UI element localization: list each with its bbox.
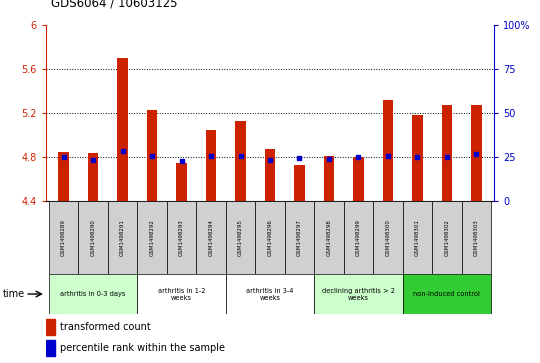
Bar bbox=[108, 201, 137, 274]
Text: declining arthritis > 2
weeks: declining arthritis > 2 weeks bbox=[322, 287, 395, 301]
Text: GSM1498303: GSM1498303 bbox=[474, 219, 479, 256]
Text: GSM1498297: GSM1498297 bbox=[297, 219, 302, 256]
Bar bbox=[46, 340, 55, 356]
Bar bbox=[314, 274, 403, 314]
Bar bbox=[294, 165, 305, 201]
Text: GSM1498300: GSM1498300 bbox=[386, 219, 390, 256]
Text: non-induced control: non-induced control bbox=[414, 291, 481, 297]
Bar bbox=[137, 201, 167, 274]
Bar bbox=[226, 274, 314, 314]
Text: time: time bbox=[3, 289, 25, 299]
Text: GSM1498298: GSM1498298 bbox=[327, 219, 332, 256]
Bar bbox=[314, 201, 344, 274]
Text: GSM1498294: GSM1498294 bbox=[208, 219, 213, 256]
Bar bbox=[196, 201, 226, 274]
Bar bbox=[265, 149, 275, 201]
Bar bbox=[235, 121, 246, 201]
Bar bbox=[49, 201, 78, 274]
Text: arthritis in 1-2
weeks: arthritis in 1-2 weeks bbox=[158, 287, 205, 301]
Text: GSM1498295: GSM1498295 bbox=[238, 219, 243, 256]
Text: arthritis in 0-3 days: arthritis in 0-3 days bbox=[60, 291, 126, 297]
Text: GSM1498291: GSM1498291 bbox=[120, 219, 125, 256]
Bar bbox=[412, 115, 423, 201]
Text: GSM1498293: GSM1498293 bbox=[179, 219, 184, 256]
Bar bbox=[462, 201, 491, 274]
Bar bbox=[46, 319, 55, 335]
Bar bbox=[442, 105, 452, 201]
Text: GSM1498296: GSM1498296 bbox=[267, 219, 273, 256]
Bar bbox=[177, 163, 187, 201]
Text: transformed count: transformed count bbox=[60, 322, 151, 332]
Text: GSM1498292: GSM1498292 bbox=[150, 219, 154, 256]
Bar bbox=[226, 201, 255, 274]
Text: percentile rank within the sample: percentile rank within the sample bbox=[60, 343, 225, 353]
Bar bbox=[167, 201, 196, 274]
Bar bbox=[117, 58, 128, 201]
Bar bbox=[255, 201, 285, 274]
Text: GSM1498290: GSM1498290 bbox=[91, 219, 96, 256]
Bar bbox=[285, 201, 314, 274]
Bar bbox=[471, 105, 482, 201]
Text: GSM1498289: GSM1498289 bbox=[61, 219, 66, 256]
Bar bbox=[383, 100, 393, 201]
Bar bbox=[88, 153, 98, 201]
Bar bbox=[403, 201, 432, 274]
Bar bbox=[432, 201, 462, 274]
Text: GSM1498302: GSM1498302 bbox=[444, 219, 449, 256]
Bar bbox=[206, 130, 216, 201]
Text: arthritis in 3-4
weeks: arthritis in 3-4 weeks bbox=[246, 287, 294, 301]
Bar bbox=[344, 201, 373, 274]
Bar bbox=[78, 201, 108, 274]
Text: GSM1498299: GSM1498299 bbox=[356, 219, 361, 256]
Bar bbox=[58, 152, 69, 201]
Bar bbox=[403, 274, 491, 314]
Bar bbox=[373, 201, 403, 274]
Bar bbox=[137, 274, 226, 314]
Text: GDS6064 / 10603125: GDS6064 / 10603125 bbox=[51, 0, 178, 9]
Bar bbox=[49, 274, 137, 314]
Bar bbox=[353, 158, 363, 201]
Bar bbox=[324, 156, 334, 201]
Text: GSM1498301: GSM1498301 bbox=[415, 219, 420, 256]
Bar bbox=[147, 110, 157, 201]
